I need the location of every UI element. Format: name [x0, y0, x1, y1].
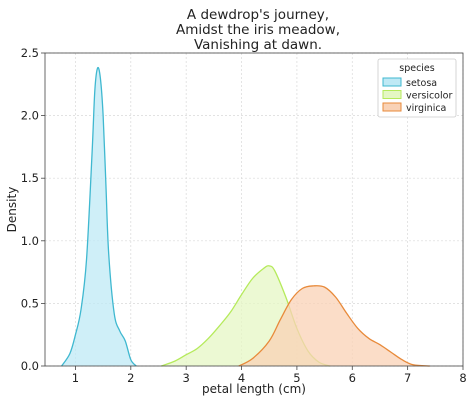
y-tick-label-4: 2.0	[21, 109, 39, 123]
x-tick-label-1: 2	[127, 371, 134, 385]
density-areas	[61, 66, 430, 367]
x-tick-label-6: 7	[404, 371, 411, 385]
x-tick-label-4: 5	[293, 371, 300, 385]
legend-label-setosa: setosa	[406, 78, 437, 89]
legend-label-versicolor: versicolor	[406, 91, 452, 102]
area-fill-setosa	[61, 67, 137, 367]
title-line-1: A dewdrop's journey,	[187, 7, 329, 23]
legend-label-virginica: virginica	[406, 103, 446, 114]
x-tick-label-3: 4	[238, 371, 245, 385]
y-tick-label-0: 0.0	[21, 359, 39, 373]
area-fill-virginica	[238, 285, 430, 366]
x-tick-label-0: 1	[72, 371, 79, 385]
x-tick-label-5: 6	[349, 371, 356, 385]
x-axis-label: petal length (cm)	[202, 382, 306, 396]
plot-frame	[44, 52, 464, 367]
y-tick-label-5: 2.5	[21, 46, 39, 60]
y-tick-label-3: 1.5	[21, 171, 39, 185]
x-tick-label-7: 8	[459, 371, 466, 385]
legend-swatch-virginica	[382, 102, 402, 112]
legend-swatch-versicolor	[382, 90, 402, 99]
title-line-2: Amidst the iris meadow,	[176, 22, 340, 38]
x-tick-label-2: 3	[183, 371, 190, 385]
legend-title: species	[399, 63, 435, 74]
legend-swatch-setosa	[382, 77, 402, 87]
chart-title: A dewdrop's journey, Amidst the iris mea…	[176, 7, 340, 53]
y-axis-ticks: 0.0 0.5 1.0 1.5 2.0 2.5	[21, 46, 45, 373]
y-tick-label-2: 1.0	[21, 234, 39, 248]
y-tick-label-1: 0.5	[21, 296, 39, 310]
density-line-setosa	[61, 66, 137, 367]
y-axis-label: Density	[5, 187, 19, 233]
title-line-3: Vanishing at dawn.	[194, 37, 322, 53]
x-axis-ticks: 1 2 3 4 5 6 7 8	[72, 366, 467, 385]
density-line-virginica	[238, 285, 430, 367]
